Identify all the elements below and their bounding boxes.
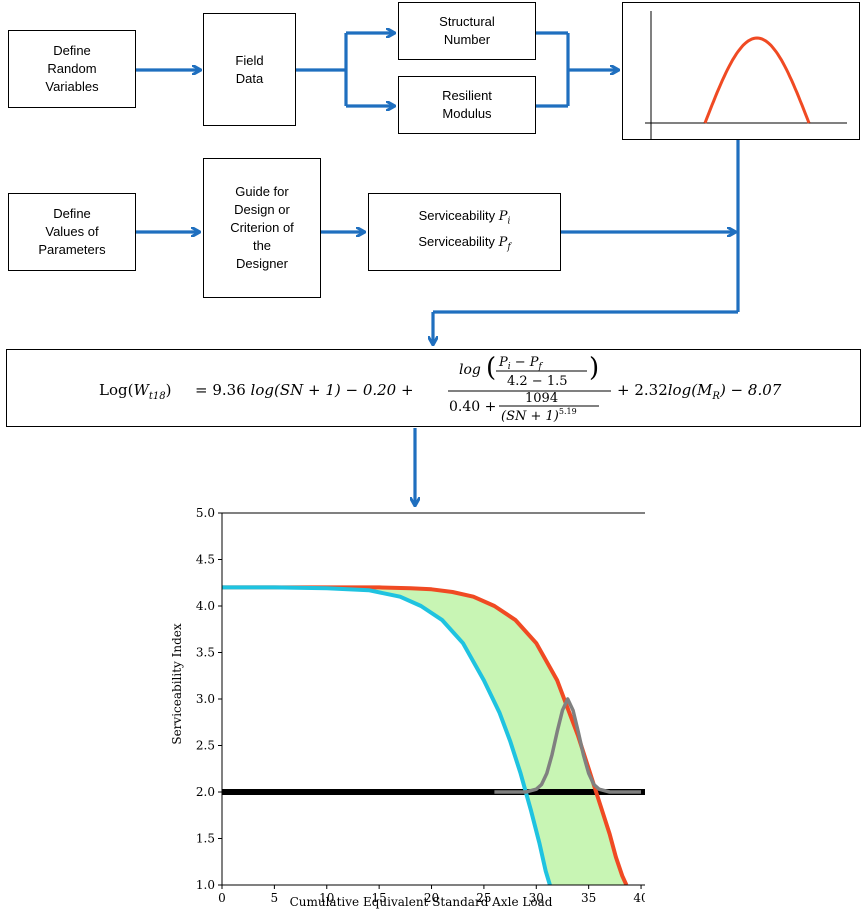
aashto-equation: Log(Wt18) = 9.36 log(SN + 1) − 0.20 + lo… (99, 353, 782, 424)
box-define-values-of-parameters: Define Values of Parameters (8, 193, 136, 271)
y-tick-label: 2.0 (196, 785, 215, 799)
y-tick-label: 3.5 (196, 646, 215, 660)
upper-serviceability-curve (222, 585, 629, 885)
box-define-random-variables: Define Random Variables (8, 30, 136, 108)
y-tick-label: 3.0 (196, 692, 215, 706)
serviceability-chart: 0 5 10 15 20 25 30 35 40 1.0 1.5 2.0 2.5 3.0 3.5 4.0 4.5… (170, 508, 645, 909)
y-tick-label: 4.0 (196, 599, 215, 613)
box-structural-number: Structural Number (398, 2, 536, 60)
lower-serviceability-curve (222, 585, 552, 885)
distribution-plot-icon (645, 11, 847, 139)
x-tick-label: 30 (529, 891, 544, 905)
box-label: Define Values of Parameters (38, 206, 106, 257)
serviceability-pf: Serviceability Pf (418, 234, 511, 253)
svg-text:Log(Wt18): Log(Wt18) (99, 381, 171, 402)
box-serviceability: Serviceability Pi Serviceability Pf (368, 193, 561, 271)
box-label: Structural Number (439, 14, 495, 47)
svg-text:Pi − Pf: Pi − Pf (498, 355, 544, 372)
y-tick-label: 4.5 (196, 553, 215, 567)
x-axis-label: Cumulative Equivalent Standard Axle Load (290, 895, 553, 909)
distribution-curve (494, 697, 641, 794)
x-tick-label: 15 (372, 891, 387, 905)
svg-text:0.40 +: 0.40 + (449, 399, 496, 415)
x-tick-label: 40 (633, 891, 645, 905)
svg-text:= 9.36 log(SN + 1) − 0.20 +: = 9.36 log(SN + 1) − 0.20 + (195, 381, 414, 399)
box-guide-for-design: Guide for Design or Criterion of the Des… (203, 158, 321, 298)
fill-between-curves (222, 587, 627, 885)
y-tick-label: 2.5 (196, 739, 215, 753)
box-label: Guide for Design or Criterion of the Des… (230, 184, 294, 271)
y-tick-label: 1.5 (196, 832, 215, 846)
svg-text:(SN + 1)5.19: (SN + 1)5.19 (501, 407, 577, 424)
x-tick-label: 5 (271, 891, 279, 905)
box-distribution-plot (622, 2, 860, 140)
box-resilient-modulus: Resilient Modulus (398, 76, 536, 134)
serviceability-pi: Serviceability Pi (418, 208, 511, 227)
box-label: Field Data (235, 52, 264, 86)
svg-text:1094: 1094 (525, 391, 558, 406)
equation-box: Log(Wt18) = 9.36 log(SN + 1) − 0.20 + lo… (6, 349, 861, 427)
y-tick-label: 5.0 (196, 508, 215, 520)
x-tick-label: 35 (581, 891, 596, 905)
numerator-log: log (459, 362, 481, 378)
box-label: Define Random Variables (45, 43, 99, 94)
numerator-inner-denominator: 4.2 − 1.5 (507, 374, 568, 389)
box-label: Resilient Modulus (442, 88, 492, 121)
y-axis-label: Serviceability Index (170, 623, 184, 745)
box-field-data: Field Data (203, 13, 296, 126)
svg-text:): ) (589, 353, 599, 383)
x-tick-label: 0 (218, 891, 226, 905)
svg-text:(: ( (486, 353, 496, 383)
x-tick-label: 10 (319, 891, 334, 905)
x-tick-label: 25 (476, 891, 491, 905)
y-tick-label: 1.0 (196, 878, 215, 892)
svg-text:+ 2.32log(MR) − 8.07: + 2.32log(MR) − 8.07 (617, 381, 782, 402)
x-tick-label: 20 (424, 891, 439, 905)
